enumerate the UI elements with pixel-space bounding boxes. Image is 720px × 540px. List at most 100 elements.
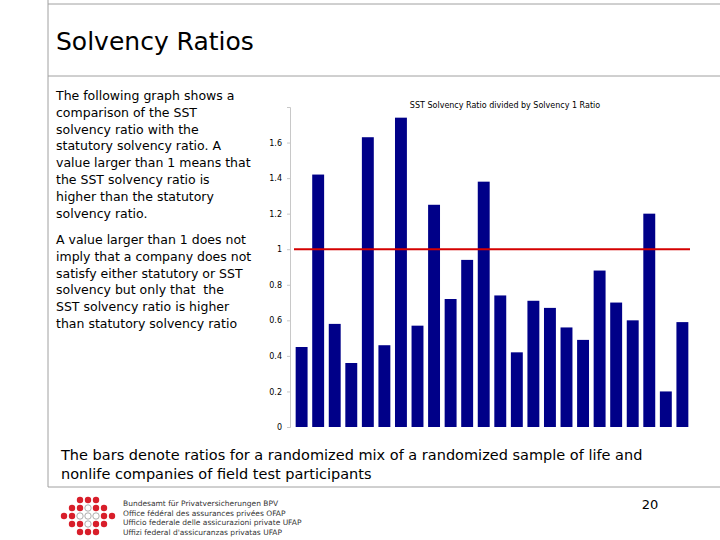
y-tick: 0.2 bbox=[269, 388, 290, 397]
logo-dot bbox=[85, 505, 91, 511]
frame-line bbox=[48, 0, 49, 487]
footer-line: Uffizi federal d'assicuranzas privatas U… bbox=[123, 528, 282, 537]
y-tick: 1.4 bbox=[269, 174, 290, 183]
y-tick-label: 1.2 bbox=[269, 210, 282, 219]
y-tick-mark bbox=[287, 143, 290, 144]
y-tick-mark bbox=[287, 285, 290, 286]
y-tick-mark bbox=[287, 356, 290, 357]
y-tick-mark bbox=[287, 427, 290, 428]
logo-dot bbox=[85, 529, 91, 535]
bar bbox=[296, 347, 308, 427]
slide: Solvency RatiosThe following graph shows… bbox=[0, 0, 720, 540]
y-tick-mark bbox=[287, 214, 290, 215]
y-tick: 0.8 bbox=[269, 281, 290, 290]
bar bbox=[627, 320, 639, 427]
bar bbox=[378, 345, 390, 427]
logo-dot bbox=[85, 521, 91, 527]
logo-dot bbox=[77, 505, 83, 511]
bar bbox=[445, 299, 457, 427]
y-tick: 0 bbox=[277, 423, 290, 432]
bar bbox=[511, 352, 523, 427]
paragraph-line: statutory solvency ratio. A bbox=[56, 138, 221, 153]
bar bbox=[312, 175, 324, 427]
logo-dot bbox=[85, 497, 91, 503]
paragraph-line: than statutory solvency ratio bbox=[56, 316, 237, 331]
paragraph-line: higher than the statutory bbox=[56, 189, 215, 204]
paragraph-line: imply that a company does not bbox=[56, 249, 251, 264]
paragraph-line: solvency but only that the bbox=[56, 282, 224, 297]
bar bbox=[610, 303, 622, 427]
y-tick: 1 bbox=[277, 245, 290, 254]
logo-dot bbox=[93, 497, 99, 503]
bar bbox=[577, 340, 589, 427]
paragraph-line: The following graph shows a bbox=[55, 88, 234, 103]
y-tick-mark bbox=[287, 249, 290, 250]
bar bbox=[329, 324, 341, 427]
logo-dot bbox=[93, 529, 99, 535]
y-tick-label: 0.8 bbox=[269, 281, 282, 290]
title-rule bbox=[48, 76, 720, 77]
y-tick-label: 0.2 bbox=[269, 388, 282, 397]
y-tick-label: 1 bbox=[277, 245, 282, 254]
caption-line: nonlife companies of field test particip… bbox=[61, 466, 372, 482]
logo-dot bbox=[77, 497, 83, 503]
caption-line: The bars denote ratios for a randomized … bbox=[60, 447, 642, 463]
y-tick: 0.4 bbox=[269, 352, 290, 361]
y-tick: 1.6 bbox=[269, 139, 290, 148]
logo-dot bbox=[69, 513, 75, 519]
logo-dot bbox=[101, 521, 107, 527]
bar bbox=[561, 327, 573, 427]
bar bbox=[660, 391, 672, 427]
bar bbox=[643, 214, 655, 427]
y-tick-label: 1.4 bbox=[269, 174, 282, 183]
bar bbox=[544, 308, 556, 427]
logo-dot bbox=[77, 513, 83, 519]
footer-line: Office fédéral des assurances privées OF… bbox=[123, 509, 286, 518]
bar bbox=[412, 326, 424, 427]
bar bbox=[527, 301, 539, 427]
y-tick-label: 0.6 bbox=[269, 316, 282, 325]
logo-dot bbox=[69, 505, 75, 511]
y-tick-mark bbox=[287, 391, 290, 392]
paragraph-line: value larger than 1 means that bbox=[56, 155, 251, 170]
logo-dot bbox=[101, 505, 107, 511]
reference-line bbox=[294, 248, 690, 250]
bar bbox=[395, 118, 407, 427]
bar bbox=[676, 322, 688, 427]
bar bbox=[594, 271, 606, 427]
logo-dot bbox=[69, 521, 75, 527]
paragraph-line: the SST solvency ratio is bbox=[56, 172, 210, 187]
bar bbox=[461, 260, 473, 427]
y-tick-mark bbox=[287, 178, 290, 179]
y-tick: 1.2 bbox=[269, 210, 290, 219]
paragraph-line: satisfy either statutory or SST bbox=[56, 266, 243, 281]
bar bbox=[428, 205, 440, 427]
frame-line bbox=[48, 4, 720, 5]
logo-dot bbox=[77, 521, 83, 527]
logo-dot bbox=[101, 513, 107, 519]
logo-dot bbox=[77, 529, 83, 535]
logo-dot bbox=[85, 513, 91, 519]
logo-dot bbox=[93, 505, 99, 511]
logo bbox=[61, 497, 115, 535]
chart-title: SST Solvency Ratio divided by Solvency 1… bbox=[410, 101, 600, 110]
y-tick-label: 0.4 bbox=[269, 352, 282, 361]
y-axis-line bbox=[287, 108, 291, 428]
bar bbox=[362, 137, 374, 427]
logo-dot bbox=[93, 521, 99, 527]
y-tick-label: 0 bbox=[277, 423, 282, 432]
y-tick-label: 1.6 bbox=[269, 139, 282, 148]
y-tick: 0.6 bbox=[269, 316, 290, 325]
chart: SST Solvency Ratio divided by Solvency 1… bbox=[269, 101, 690, 432]
plot-area bbox=[294, 118, 690, 427]
logo-dot bbox=[93, 513, 99, 519]
bar bbox=[345, 363, 357, 427]
footer-line: Ufficio federale delle assicurazioni pri… bbox=[123, 518, 302, 527]
y-axis: 0 0.2 0.4 0.6 0.8 1 1.2 1.4 1.6 bbox=[269, 108, 290, 433]
y-tick-mark bbox=[287, 320, 290, 321]
logo-dot bbox=[61, 513, 67, 519]
bar bbox=[478, 182, 490, 427]
paragraph-line: solvency ratio. bbox=[56, 206, 147, 221]
paragraph-line: comparison of the SST bbox=[56, 105, 197, 120]
paragraph-line: SST solvency ratio is higher bbox=[56, 299, 230, 314]
